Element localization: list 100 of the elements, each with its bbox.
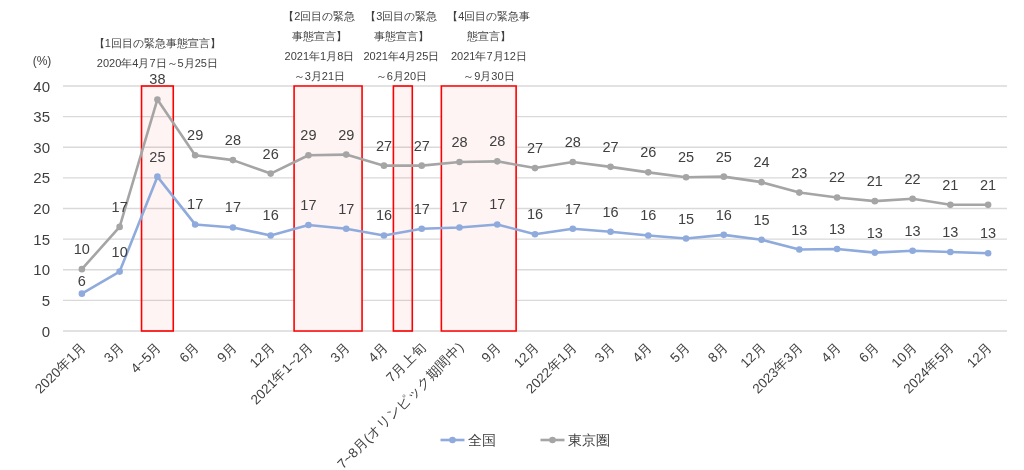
point [267,170,274,177]
data-label: 21 [942,176,959,193]
band-label: 【3回目の緊急事態宣言】2021年4月25日～6月20日 [363,10,440,82]
point [947,248,954,256]
data-label: 17 [451,199,468,216]
point [682,235,690,242]
x-tick-label: 5月 [667,339,694,366]
data-label: 13 [829,220,846,237]
x-tick-label: 4月 [365,339,392,366]
point [833,245,841,253]
point [418,225,426,233]
data-label: 17 [489,196,506,213]
point [493,221,501,228]
x-tick-label: 9月 [214,339,241,366]
point [531,230,539,238]
data-label: 16 [640,207,657,224]
point [984,249,992,257]
point [720,173,728,180]
point [833,194,841,201]
x-tick-label: 6月 [856,339,882,366]
data-label: 22 [829,169,846,186]
data-label: 26 [640,144,657,161]
data-label: 27 [602,138,619,155]
data-label: 10 [111,243,128,260]
point [191,221,199,228]
point [456,224,463,231]
data-label: 28 [451,133,468,150]
data-label: 17 [111,198,128,215]
band-label: 【1回目の緊急事態宣言】2020年4月7日～5月25日 [93,37,221,70]
point [305,221,312,229]
x-tick-label: 12月 [737,339,769,371]
point [758,236,765,244]
data-label: 28 [224,132,241,149]
y-tick-label: 0 [41,322,50,340]
data-label: 25 [677,149,695,166]
data-label: 29 [338,126,355,143]
point [191,151,199,159]
point [531,164,539,172]
data-label: 22 [904,170,921,187]
data-label: 29 [187,127,204,144]
point [682,173,690,181]
point [418,162,426,169]
point [607,163,614,171]
data-label: 24 [753,154,770,171]
point [342,225,350,233]
x-tick-label: 12月 [510,339,543,371]
y-tick-label: 10 [33,261,50,279]
x-tick-label: 3月 [100,339,127,366]
point [909,195,916,202]
x-tick-label: 6月 [176,339,203,366]
point [644,169,652,176]
point [493,158,501,165]
y-tick-label: 30 [33,138,50,156]
point [78,265,86,273]
x-tick-label: 4月 [629,339,656,366]
data-label: 17 [413,200,430,217]
y-tick-label: 20 [33,200,50,217]
data-label: 17 [187,196,204,213]
annotation: 【4回目の緊急事態宣言】2021年7月12日～9月30日 [447,10,531,82]
data-label: 13 [942,223,959,240]
point [569,158,577,166]
y-axis-title: (%) [32,54,52,68]
legend-label: 東京圏 [567,432,610,448]
data-label: 13 [904,222,921,239]
point [380,162,388,169]
data-label: 13 [791,221,808,238]
data-label: 25 [149,148,166,165]
x-tick-label: 3月 [591,339,618,366]
x-tick-label: 4月 [818,339,845,366]
data-label: 16 [715,206,732,223]
data-label: 13 [980,225,997,242]
y-tick-label: 25 [33,169,50,187]
point [154,96,161,103]
data-label: 27 [413,137,430,154]
data-label: 17 [338,200,355,217]
annotation: 【2回目の緊急事態宣言】2021年1月8日～3月21日 [283,10,356,82]
data-label: 27 [375,137,393,154]
data-label: 15 [753,211,770,228]
point [796,189,803,196]
point [796,246,803,253]
point [229,224,237,231]
point [569,225,577,233]
data-label: 21 [980,176,997,193]
point [342,151,350,158]
y-tick-label: 35 [33,108,50,126]
point [267,232,274,239]
point [644,232,652,239]
point [607,228,614,236]
point [720,231,728,239]
x-tick-label: 9月 [478,339,505,366]
data-label: 16 [526,206,544,223]
data-label: 21 [866,173,883,190]
legend-label: 全国 [467,432,496,448]
data-label: 6 [77,272,86,289]
data-label: 17 [564,200,581,217]
data-label: 16 [602,203,619,220]
point [984,201,992,209]
point [456,158,463,166]
point [229,156,237,164]
point [380,232,388,239]
